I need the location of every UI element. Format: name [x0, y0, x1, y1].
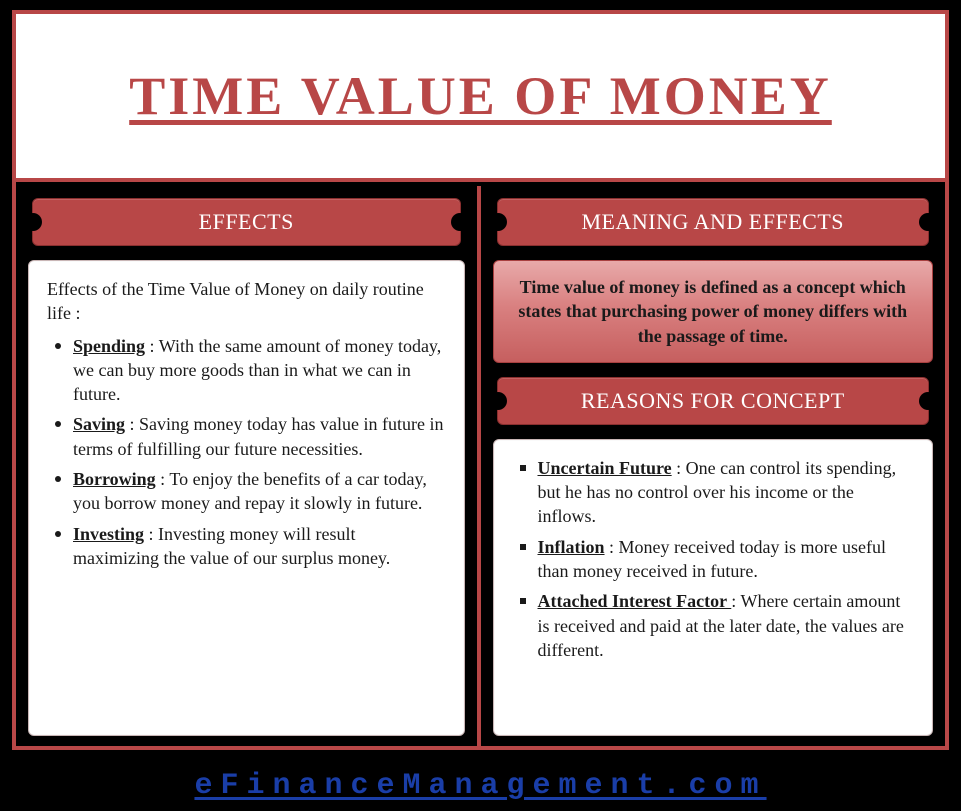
reasons-panel: Uncertain Future : One can control its s…: [493, 439, 934, 736]
term: Uncertain Future: [538, 458, 672, 478]
effects-list: Spending : With the same amount of money…: [47, 334, 446, 571]
effects-item: Investing : Investing money will result …: [51, 522, 446, 571]
right-column: MEANING AND EFFECTS Time value of money …: [481, 186, 946, 746]
definition-panel: Time value of money is defined as a conc…: [493, 260, 934, 363]
term: Inflation: [538, 537, 605, 557]
term: Spending: [73, 336, 145, 356]
meaning-header-label: MEANING AND EFFECTS: [581, 209, 844, 235]
content-columns: EFFECTS Effects of the Time Value of Mon…: [16, 186, 945, 746]
title-banner: TIME VALUE OF MONEY: [16, 14, 945, 182]
term: Saving: [73, 414, 125, 434]
term: Borrowing: [73, 469, 156, 489]
term-text: : Saving money today has value in future…: [73, 414, 443, 458]
term: Attached Interest Factor: [538, 591, 732, 611]
effects-intro: Effects of the Time Value of Money on da…: [47, 277, 446, 326]
page-title: TIME VALUE OF MONEY: [129, 65, 832, 127]
effects-panel: Effects of the Time Value of Money on da…: [28, 260, 465, 736]
footer-site-link[interactable]: eFinanceManagement.com: [0, 769, 961, 803]
effects-header: EFFECTS: [32, 198, 461, 246]
reasons-header-label: REASONS FOR CONCEPT: [581, 388, 845, 414]
definition-text: Time value of money is defined as a conc…: [518, 277, 907, 346]
reasons-item: Inflation : Money received today is more…: [516, 535, 915, 584]
reasons-list: Uncertain Future : One can control its s…: [512, 456, 915, 662]
reasons-header: REASONS FOR CONCEPT: [497, 377, 930, 425]
effects-item: Spending : With the same amount of money…: [51, 334, 446, 407]
term: Investing: [73, 524, 144, 544]
effects-item: Borrowing : To enjoy the benefits of a c…: [51, 467, 446, 516]
reasons-item: Uncertain Future : One can control its s…: [516, 456, 915, 529]
effects-header-label: EFFECTS: [199, 209, 294, 235]
main-frame: TIME VALUE OF MONEY EFFECTS Effects of t…: [12, 10, 949, 750]
effects-item: Saving : Saving money today has value in…: [51, 412, 446, 461]
left-column: EFFECTS Effects of the Time Value of Mon…: [16, 186, 481, 746]
reasons-item: Attached Interest Factor : Where certain…: [516, 589, 915, 662]
meaning-header: MEANING AND EFFECTS: [497, 198, 930, 246]
